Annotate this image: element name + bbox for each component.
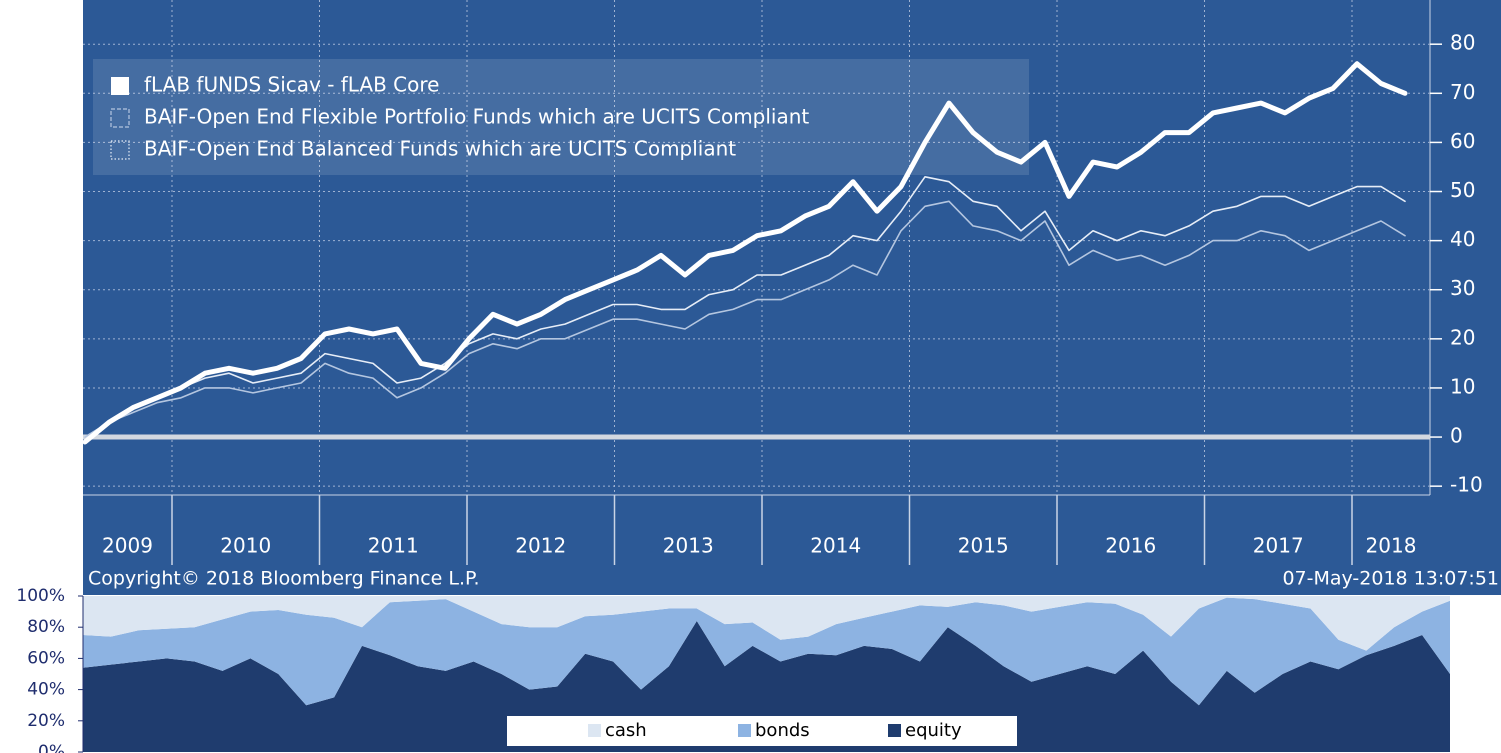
y-tick-label: 80 (1450, 31, 1475, 55)
x-tick-label: 2014 (810, 534, 861, 558)
x-tick-label: 2011 (368, 534, 419, 558)
y-tick-label: 60% (27, 648, 65, 668)
y-tick-label: 20 (1450, 325, 1475, 349)
x-tick-label: 2012 (515, 534, 566, 558)
legend-label: equity (905, 720, 962, 741)
y-tick-label: -10 (1450, 473, 1483, 497)
y-tick-label: 70 (1450, 80, 1475, 104)
x-tick-label: 2017 (1253, 534, 1304, 558)
y-tick-label: 0% (38, 742, 65, 753)
series-line (84, 176, 1406, 438)
y-tick-label: 80% (27, 617, 65, 637)
legend-label: cash (605, 720, 647, 741)
y-tick-label: 40% (27, 680, 65, 700)
y-tick-label: 40 (1450, 227, 1475, 251)
y-tick-label: 60 (1450, 129, 1475, 153)
y-tick-label: 10 (1450, 374, 1475, 398)
series-line (84, 200, 1406, 438)
x-tick-label: 2010 (220, 534, 271, 558)
legend-marker (110, 140, 130, 160)
y-tick-label: 20% (27, 711, 65, 731)
legend-marker (888, 724, 901, 737)
timestamp: 07-May-2018 13:07:51 (1282, 568, 1499, 590)
x-tick-label: 2013 (663, 534, 714, 558)
legend: cash bonds equity (507, 716, 1017, 746)
x-tick-label: 2009 (102, 534, 153, 558)
legend-label: BAIF-Open End Balanced Funds which are U… (144, 137, 736, 161)
y-tick-label: 30 (1450, 276, 1475, 300)
legend-label: bonds (755, 720, 810, 741)
series-line (82, 61, 1408, 445)
legend-marker (111, 77, 129, 95)
area (83, 621, 1450, 752)
legend-marker (588, 724, 601, 737)
legend-marker (738, 724, 751, 737)
x-tick-label: 2016 (1105, 534, 1156, 558)
legend-box (93, 59, 1029, 175)
legend-label: BAIF-Open End Flexible Portfolio Funds w… (144, 105, 809, 129)
x-tick-label: 2018 (1366, 534, 1417, 558)
y-tick-label: 50 (1450, 178, 1475, 202)
copyright: Copyright© 2018 Bloomberg Finance L.P. (88, 568, 480, 590)
legend-label: fLAB fUNDS Sicav - fLAB Core (144, 73, 439, 97)
x-tick-label: 2015 (958, 534, 1009, 558)
legend-marker (110, 108, 130, 128)
area (83, 596, 1450, 651)
legend: fLAB fUNDS Sicav - fLAB Core BAIF-Open En… (93, 59, 1029, 175)
y-tick-label: 0 (1450, 424, 1463, 448)
y-tick-label: 100% (16, 586, 65, 606)
area (83, 597, 1450, 706)
